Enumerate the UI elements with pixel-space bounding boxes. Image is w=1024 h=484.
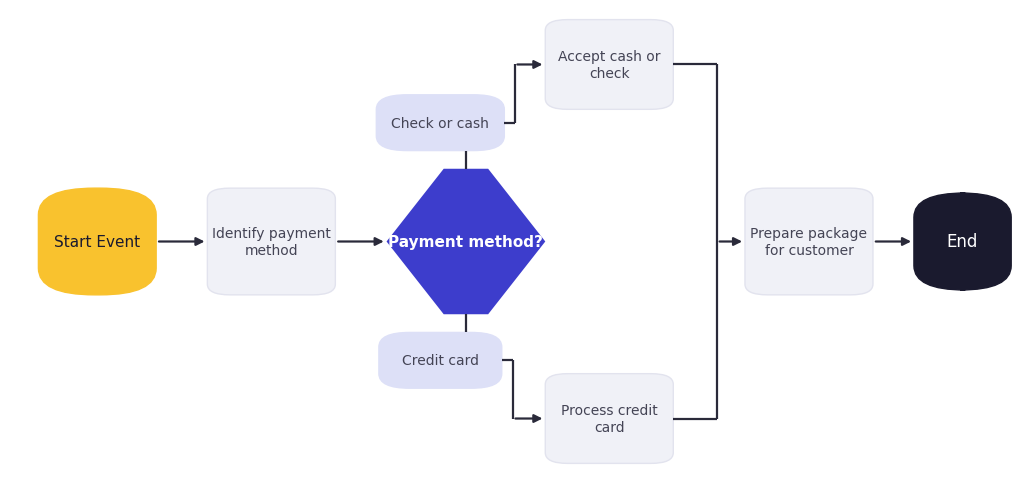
- Text: Process credit
card: Process credit card: [561, 404, 657, 434]
- Text: Start Event: Start Event: [54, 235, 140, 249]
- FancyBboxPatch shape: [545, 21, 674, 110]
- Text: Credit card: Credit card: [401, 354, 479, 367]
- Text: Prepare package
for customer: Prepare package for customer: [751, 227, 867, 257]
- Polygon shape: [387, 169, 545, 315]
- Text: Identify payment
method: Identify payment method: [212, 227, 331, 257]
- Text: Check or cash: Check or cash: [391, 117, 489, 130]
- FancyBboxPatch shape: [377, 96, 504, 151]
- Text: Accept cash or
check: Accept cash or check: [558, 50, 660, 80]
- Text: Payment method?: Payment method?: [388, 235, 544, 249]
- FancyBboxPatch shape: [745, 189, 872, 295]
- Text: End: End: [947, 233, 978, 251]
- FancyBboxPatch shape: [913, 194, 1011, 290]
- FancyBboxPatch shape: [379, 333, 502, 388]
- FancyBboxPatch shape: [207, 189, 336, 295]
- FancyBboxPatch shape: [545, 374, 674, 464]
- FancyBboxPatch shape: [39, 189, 156, 295]
